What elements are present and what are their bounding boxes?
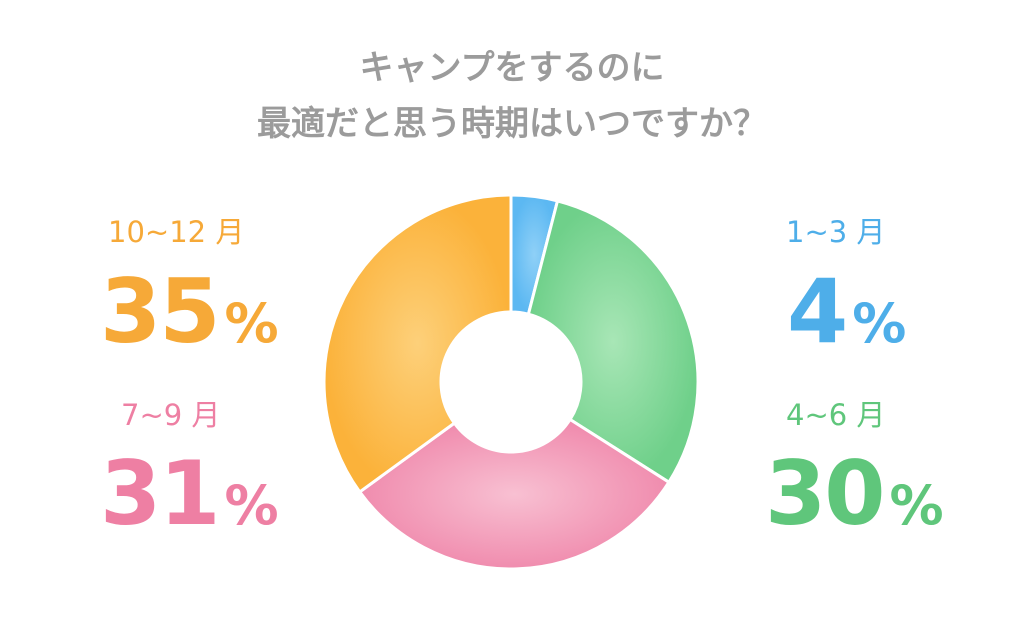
- unit-jan-mar: %: [852, 292, 907, 355]
- label-value-jan-mar: 4%: [787, 268, 906, 356]
- label-value-oct-dec: 35%: [100, 268, 279, 356]
- label-period-apr-jun: 4~6 月: [786, 398, 886, 432]
- chart-title-line1: キャンプをするのに: [359, 48, 665, 88]
- donut-chart: [322, 193, 700, 571]
- slice-oct-dec: [322, 193, 513, 495]
- value-oct-dec: 35: [100, 260, 220, 363]
- slice-jul-sep: [357, 417, 671, 571]
- value-jan-mar: 4: [787, 260, 848, 363]
- label-value-apr-jun: 30%: [765, 450, 944, 538]
- value-apr-jun: 30: [765, 442, 885, 545]
- unit-apr-jun: %: [889, 474, 944, 537]
- label-period-jan-mar: 1~3 月: [786, 215, 886, 249]
- donut-slices: [322, 193, 700, 571]
- label-period-jul-sep: 7~9 月: [121, 398, 221, 432]
- chart-title-line2: 最適だと思う時期はいつですか？: [257, 104, 767, 144]
- value-jul-sep: 31: [100, 442, 220, 545]
- unit-jul-sep: %: [224, 474, 279, 537]
- label-period-oct-dec: 10~12 月: [108, 215, 245, 249]
- slice-apr-jun: [526, 199, 700, 485]
- label-value-jul-sep: 31%: [100, 450, 279, 538]
- unit-oct-dec: %: [224, 292, 279, 355]
